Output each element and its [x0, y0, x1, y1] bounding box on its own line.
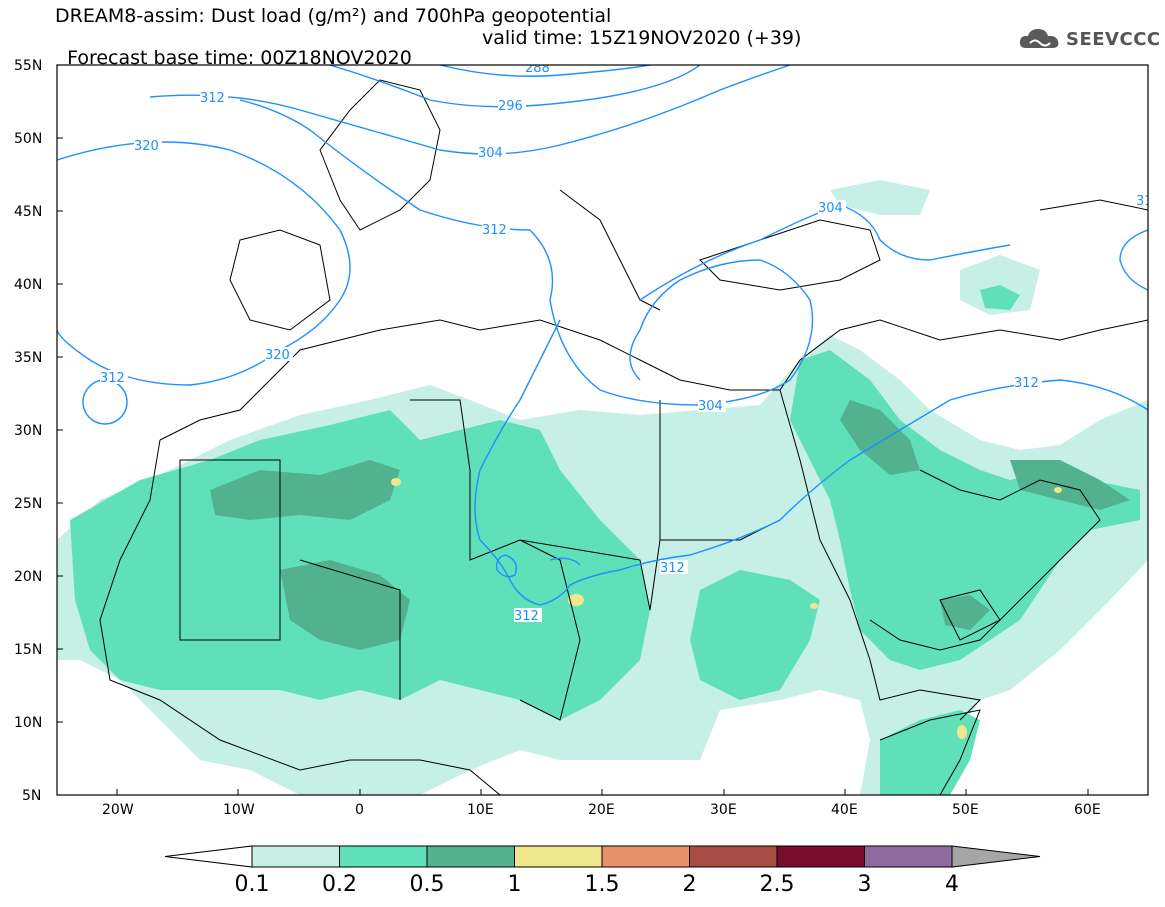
- colorbar-segment: [339, 845, 428, 868]
- colorbar-level-label: 2.5: [760, 872, 795, 897]
- colorbar-level-label: 1.5: [585, 872, 620, 897]
- dust-band-0-2-caspian: [980, 285, 1020, 310]
- colorbar-level-label: 0.5: [410, 872, 445, 897]
- lat-label: 5N: [22, 788, 41, 804]
- colorbar-level-label: 1: [508, 872, 522, 897]
- dust-band-1-spot-e: [1054, 487, 1062, 493]
- dust-band-1-spot-d: [957, 725, 967, 739]
- lon-label: 20E: [588, 802, 615, 818]
- colorbar-segment: [689, 845, 778, 868]
- lon-labels: 20W 10W 0 10E 20E 30E 40E 50E 60E: [102, 802, 1101, 818]
- dust-band-1-spot-a: [391, 478, 401, 486]
- map-subtitle: Forecast base time: 00Z18NOV2020 valid t…: [55, 28, 801, 88]
- lon-label: 20W: [102, 802, 134, 818]
- contour-labels: 288 296 304 304 304 312 312 312 312 312 …: [100, 61, 1161, 624]
- lat-label: 50N: [14, 131, 42, 147]
- colorbar-segment: [864, 845, 953, 868]
- contour-label-312-e: 312: [660, 561, 685, 576]
- colorbar-level-label: 2: [683, 872, 697, 897]
- dust-band-0-5-c: [840, 400, 920, 475]
- contour-label-312-a: 312: [200, 91, 225, 106]
- forecast-base-time: Forecast base time: 00Z18NOV2020: [67, 47, 412, 69]
- map-title: DREAM8-assim: Dust load (g/m²) and 700hP…: [55, 5, 612, 27]
- colorbar-segment: [601, 845, 690, 868]
- contour-label-304-a: 304: [478, 146, 503, 161]
- dust-band-0-1-north: [830, 180, 930, 215]
- lat-labels: 55N 50N 45N 40N 35N 30N 25N 20N 15N 10N …: [14, 58, 42, 804]
- dust-band-0-5: [280, 560, 410, 650]
- seevccc-logo: SEEVCCC: [1018, 26, 1161, 52]
- colorbar-level-label: 3: [858, 872, 872, 897]
- dust-band-1-spot-c: [810, 603, 818, 609]
- contour-label-edge: 312: [1136, 194, 1161, 209]
- contour-label-312-f: 312: [514, 609, 539, 624]
- coastlines: [99, 79, 1148, 795]
- lon-axis: [116, 789, 1089, 795]
- logo-text: SEEVCCC: [1066, 28, 1161, 50]
- dust-band-0-2: [70, 410, 650, 720]
- dust-band-0-5-e: [940, 595, 990, 630]
- lat-label: 25N: [14, 496, 42, 512]
- lat-label: 35N: [14, 350, 42, 366]
- lat-label: 55N: [14, 58, 42, 74]
- dust-band-1-spot-b: [568, 594, 584, 606]
- lon-label: 0: [355, 802, 364, 818]
- colorbar: 0.1 0.2 0.5 1 1.5 2 2.5 3 4: [164, 845, 1041, 897]
- contour-label-312-b: 312: [482, 223, 507, 238]
- lon-label: 40E: [831, 802, 858, 818]
- geopotential-contours: [57, 65, 1148, 606]
- contour-label-304-c: 304: [698, 399, 723, 414]
- dust-band-0-5-d: [1010, 460, 1130, 510]
- lon-label: 60E: [1074, 802, 1101, 818]
- lat-axis: [57, 64, 63, 796]
- lat-label: 40N: [14, 277, 42, 293]
- lat-label: 15N: [14, 642, 42, 658]
- colorbar-level-label: 0.2: [322, 872, 357, 897]
- colorbar-segment: [251, 845, 340, 868]
- cloud-icon: [1019, 29, 1059, 48]
- colorbar-over-arrow: [951, 845, 1041, 868]
- colorbar-segment: [514, 845, 603, 868]
- lat-label: 30N: [14, 423, 42, 439]
- lat-label: 10N: [14, 715, 42, 731]
- contour-label-304-b: 304: [818, 201, 843, 216]
- dust-band-0-2-horn: [880, 710, 980, 795]
- dust-band-0-2-sudan: [690, 570, 820, 700]
- colorbar-level-label: 4: [945, 872, 959, 897]
- colorbar-segment: [426, 845, 515, 868]
- contour-label-312-d: 312: [1014, 376, 1039, 391]
- lon-label: 30E: [710, 802, 737, 818]
- contour-label-320-a: 320: [134, 139, 159, 154]
- colorbar-under-arrow: [164, 845, 253, 868]
- lon-label: 50E: [952, 802, 979, 818]
- lat-label: 45N: [14, 204, 42, 220]
- valid-time: valid time: 15Z19NOV2020 (+39): [482, 27, 802, 49]
- colorbar-segment: [776, 845, 865, 868]
- lon-label: 10E: [467, 802, 494, 818]
- lat-label: 20N: [14, 569, 42, 585]
- contour-label-288: 288: [525, 61, 550, 76]
- contour-label-312-c: 312: [100, 371, 125, 386]
- colorbar-level-label: 0.1: [235, 872, 270, 897]
- dust-field: 288 296 304 304 304 312 312 312 312 312 …: [57, 61, 1161, 795]
- lon-label: 10W: [223, 802, 255, 818]
- contour-label-320-b: 320: [265, 348, 290, 363]
- contour-label-296: 296: [498, 99, 523, 114]
- dust-band-0-5-b: [210, 460, 400, 520]
